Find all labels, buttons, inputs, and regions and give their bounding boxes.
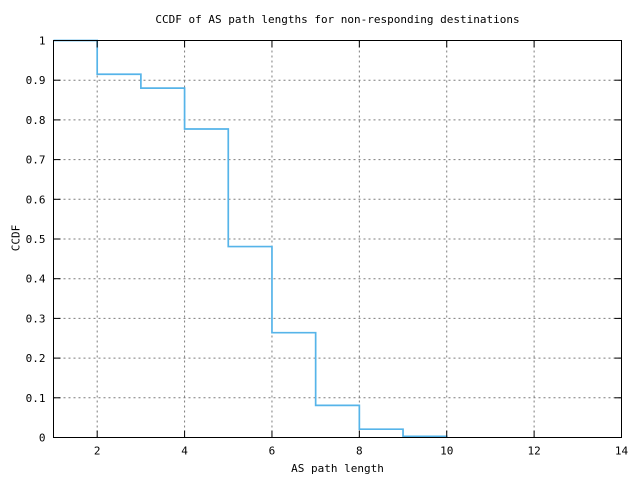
y-tick-label: 1	[39, 35, 46, 48]
y-tick-label: 0.2	[26, 352, 46, 365]
y-tick-label: 0.3	[26, 312, 46, 325]
y-tick-label: 0.5	[26, 233, 46, 246]
y-tick-label: 0	[39, 432, 46, 445]
x-tick-label: 4	[181, 445, 188, 458]
y-tick-label: 0.7	[26, 154, 46, 167]
x-tick-label: 6	[269, 445, 276, 458]
ccdf-step-line	[53, 39, 448, 438]
x-axis-label: AS path length	[291, 462, 384, 475]
plot-border	[53, 40, 622, 438]
y-tick-label: 0.1	[26, 392, 46, 405]
x-tick-label: 14	[615, 445, 629, 458]
x-tick-label: 2	[94, 445, 101, 458]
x-tick-label: 8	[356, 445, 363, 458]
y-tick-label: 0.4	[26, 273, 46, 286]
y-tick-label: 0.9	[26, 74, 46, 87]
y-tick-label: 0.8	[26, 114, 46, 127]
x-tick-label: 10	[440, 445, 453, 458]
chart-title: CCDF of AS path lengths for non-respondi…	[155, 13, 520, 26]
x-tick-label: 12	[527, 445, 540, 458]
y-tick-label: 0.6	[26, 193, 46, 206]
